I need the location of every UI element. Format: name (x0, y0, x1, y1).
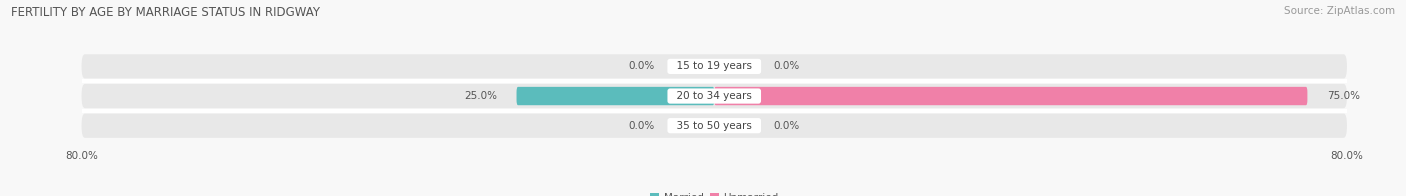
Text: FERTILITY BY AGE BY MARRIAGE STATUS IN RIDGWAY: FERTILITY BY AGE BY MARRIAGE STATUS IN R… (11, 6, 321, 19)
FancyBboxPatch shape (714, 87, 1308, 105)
Text: 0.0%: 0.0% (773, 121, 800, 131)
Text: 15 to 19 years: 15 to 19 years (671, 61, 758, 71)
Text: 20 to 34 years: 20 to 34 years (671, 91, 758, 101)
Text: Source: ZipAtlas.com: Source: ZipAtlas.com (1284, 6, 1395, 16)
FancyBboxPatch shape (82, 113, 1347, 138)
Text: 25.0%: 25.0% (464, 91, 496, 101)
Text: 75.0%: 75.0% (1327, 91, 1360, 101)
Text: 0.0%: 0.0% (628, 61, 655, 71)
FancyBboxPatch shape (714, 60, 758, 73)
FancyBboxPatch shape (671, 119, 714, 132)
Text: 0.0%: 0.0% (628, 121, 655, 131)
Text: 0.0%: 0.0% (773, 61, 800, 71)
FancyBboxPatch shape (671, 60, 714, 73)
FancyBboxPatch shape (516, 87, 714, 105)
Text: 35 to 50 years: 35 to 50 years (671, 121, 758, 131)
FancyBboxPatch shape (714, 119, 758, 132)
FancyBboxPatch shape (82, 84, 1347, 108)
FancyBboxPatch shape (82, 54, 1347, 79)
Legend: Married, Unmarried: Married, Unmarried (650, 193, 779, 196)
